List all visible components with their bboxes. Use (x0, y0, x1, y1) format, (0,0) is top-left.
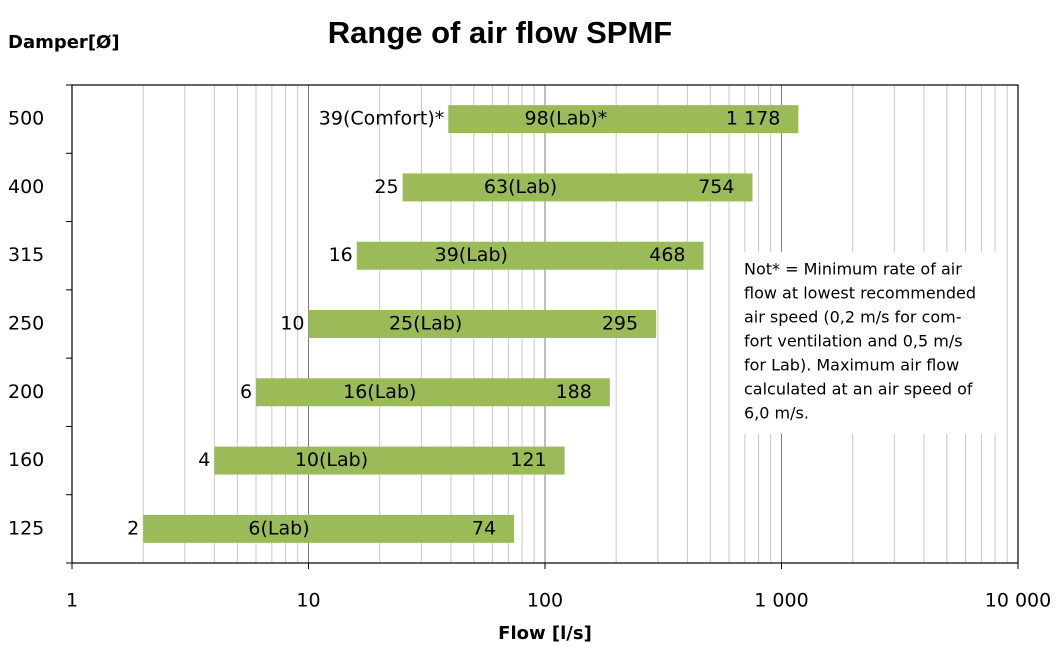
end-label: 74 (472, 517, 496, 539)
range-bar (448, 105, 799, 134)
marks: 2 74 6(Lab) 4 121 10(Lab) 6 188 16(Lab) 10 295 25(L… (127, 105, 1002, 543)
y-tick-label: 315 (8, 244, 44, 266)
x-tick-label: 10 000 (985, 590, 1051, 612)
y-tick-label: 200 (8, 381, 44, 403)
lab-label: 16(Lab) (343, 381, 416, 403)
end-label: 754 (698, 176, 734, 198)
lab-label: 6(Lab) (248, 517, 309, 539)
range-bar (356, 241, 704, 270)
x-tick-label: 1 000 (754, 590, 808, 612)
start-label: 2 (127, 517, 139, 539)
start-label: 10 (280, 313, 304, 335)
lab-label: 39(Lab) (435, 244, 508, 266)
lab-label: 25(Lab) (389, 313, 462, 335)
annotation-line: fort ventilation and 0,5 m/s (744, 332, 963, 351)
lab-label: 98(Lab)* (525, 108, 608, 130)
end-label: 1 178 (726, 108, 780, 130)
annotation-line: flow at lowest recommended (744, 284, 976, 303)
annotation-line: air speed (0,2 m/s for com- (744, 308, 962, 327)
annotation-line: Not* = Minimum rate of air (744, 260, 962, 279)
x-axis-label: Flow [l/s] (498, 623, 592, 644)
y-tick-label: 160 (8, 449, 44, 471)
range-bar (308, 310, 657, 338)
annotation-line: for Lab). Maximum air flow (744, 356, 959, 375)
plot-frame (71, 84, 1019, 564)
start-label: 4 (198, 449, 210, 471)
x-tick-label: 100 (527, 590, 563, 612)
chart-title: Range of air flow SPMF (328, 15, 672, 50)
lab-label: 10(Lab) (295, 449, 368, 471)
annotation-box (736, 252, 1002, 434)
start-label: 16 (329, 244, 353, 266)
end-label: 295 (602, 313, 638, 335)
end-label: 188 (556, 381, 592, 403)
y-tick-label: 125 (8, 517, 44, 539)
y-axis-label: Damper[Ø] (8, 32, 120, 53)
annotation-line: calculated at an air speed of (744, 380, 973, 399)
x-tick-label: 10 (296, 590, 320, 612)
annotation-line: 6,0 m/s. (744, 404, 809, 423)
y-tick-label: 400 (8, 176, 44, 198)
start-label: 25 (374, 176, 398, 198)
end-label: 468 (649, 244, 685, 266)
end-label: 121 (510, 449, 546, 471)
range-bar (402, 173, 753, 202)
range-bar (214, 446, 565, 475)
x-tick-label: 1 (66, 590, 78, 612)
range-bar (256, 378, 610, 407)
start-label: 6 (240, 381, 252, 403)
range-bar (143, 514, 515, 543)
lab-label: 63(Lab) (484, 176, 557, 198)
start-label: 39(Comfort)* (319, 108, 444, 130)
y-tick-label: 500 (8, 108, 44, 130)
y-tick-label: 250 (8, 313, 44, 335)
